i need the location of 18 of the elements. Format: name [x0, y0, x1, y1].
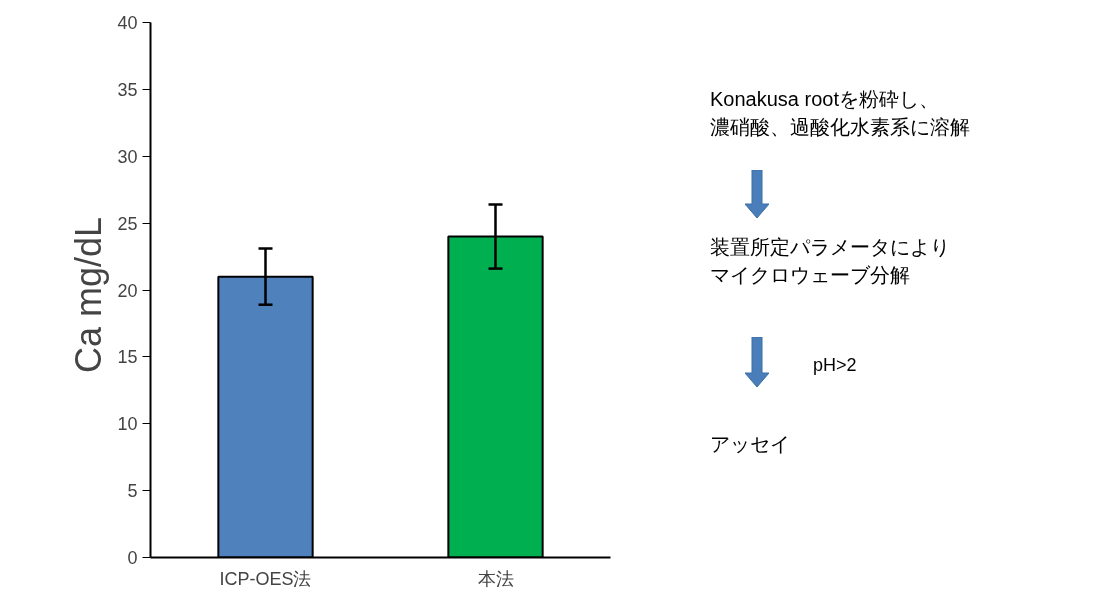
y-tick-label: 15 — [117, 347, 138, 368]
y-tick-label: 10 — [117, 414, 138, 435]
text: 濃硝酸、過酸化水素系に溶解 — [710, 115, 970, 140]
y-tick-label: 35 — [117, 79, 138, 100]
text: pH>2 — [813, 354, 857, 377]
text: アッセイ — [710, 432, 790, 457]
y-tick-label: 5 — [127, 481, 138, 502]
y-tick-label: 0 — [127, 548, 138, 568]
y-axis-title: Ca mg/dL — [68, 216, 110, 374]
text: Konakusa rootを粉砕し、 — [710, 87, 939, 112]
y-tick-label: 30 — [117, 146, 138, 167]
y-tick-label: 25 — [117, 213, 138, 234]
text: マイクロウェーブ分解 — [710, 263, 910, 288]
x-tick-label: 本法 — [477, 568, 514, 589]
y-tick-label: 40 — [117, 13, 138, 33]
text: 装置所定パラメータにより — [710, 235, 950, 260]
y-tick-label: 20 — [117, 280, 138, 301]
x-tick-label: ICP-OES法 — [219, 568, 312, 589]
